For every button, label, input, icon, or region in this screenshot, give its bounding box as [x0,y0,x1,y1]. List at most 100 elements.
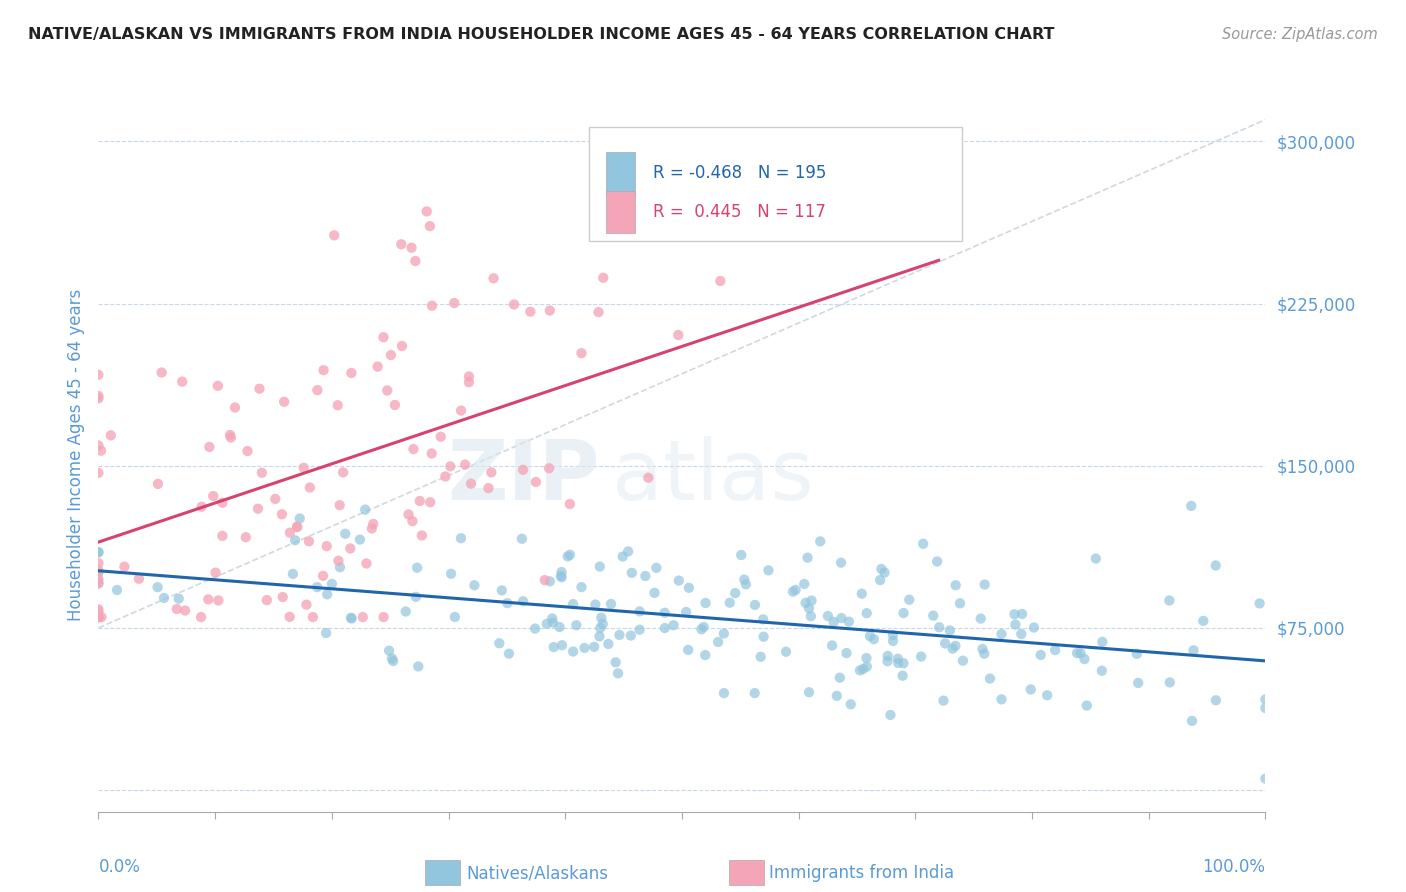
Point [235,530,257,544]
Point [654,621,676,635]
Point [503,297,526,311]
Point [87,610,110,624]
Point [454,458,477,472]
Point [830,611,852,625]
Point [973,647,995,661]
Text: Natives/Alaskans: Natives/Alaskans [465,864,607,882]
Point [87,563,110,577]
Point [571,580,593,594]
Point [1022,620,1045,634]
Point [589,559,612,574]
Point [419,219,441,233]
Point [512,594,534,608]
Point [323,228,346,243]
Point [190,610,212,624]
Point [292,460,315,475]
Point [1011,607,1033,621]
Point [1036,688,1059,702]
Point [1066,646,1088,660]
Point [628,604,651,618]
Point [744,686,766,700]
Point [600,597,623,611]
Point [898,592,921,607]
Point [219,430,242,444]
Point [378,643,401,657]
Point [440,566,463,581]
Point [202,489,225,503]
Point [420,299,443,313]
Point [583,640,606,654]
Point [524,622,547,636]
Point [87,566,110,580]
Point [934,636,956,650]
Point [457,375,479,389]
Point [460,476,482,491]
Point [678,581,700,595]
Point [87,610,110,624]
Point [420,446,443,460]
Point [197,592,219,607]
Point [796,550,818,565]
Point [749,649,772,664]
Point [536,616,558,631]
Point [361,516,384,531]
Point [190,500,212,514]
Point [1205,693,1227,707]
Point [1254,692,1277,706]
Point [1019,682,1042,697]
Point [406,560,429,574]
Point [979,672,1001,686]
Point [541,615,564,630]
Point [666,328,689,343]
Point [87,392,110,406]
Point [246,501,269,516]
Point [382,654,405,668]
Point [1254,772,1277,786]
Point [381,651,404,665]
Point [356,557,378,571]
Point [557,549,579,564]
Point [340,366,363,380]
Point [167,591,190,606]
Point [973,577,995,591]
Point [709,274,731,288]
Point [1180,499,1202,513]
Text: Immigrants from India: Immigrants from India [769,864,955,882]
Point [932,693,955,707]
Point [1181,714,1204,728]
Point [198,440,221,454]
Point [321,577,343,591]
Point [828,671,851,685]
Point [87,545,110,559]
Point [548,620,571,634]
Point [543,640,565,654]
Point [952,654,974,668]
Point [695,596,717,610]
Point [990,692,1012,706]
Point [927,554,949,568]
Point [628,623,651,637]
Point [150,366,173,380]
Point [285,519,308,533]
Point [398,508,420,522]
Point [224,401,246,415]
Point [166,602,188,616]
Point [373,610,395,624]
Point [887,651,910,665]
Point [634,569,657,583]
Point [939,624,962,638]
Point [519,304,541,318]
Point [479,466,502,480]
Point [329,560,352,574]
Point [541,611,564,625]
Point [401,514,423,528]
Point [797,685,820,699]
Point [713,626,735,640]
Point [538,574,561,589]
Point [589,621,612,635]
Point [550,565,572,579]
Point [207,378,229,392]
Point [893,657,915,671]
Point [583,598,606,612]
Point [1010,627,1032,641]
